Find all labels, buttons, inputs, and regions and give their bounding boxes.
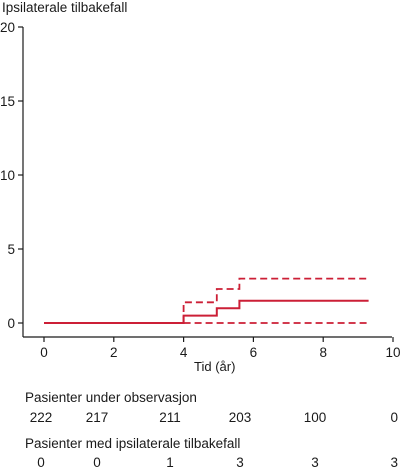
table-cell: 0 bbox=[37, 455, 45, 470]
estimate-line bbox=[44, 299, 369, 324]
table-cell: 1 bbox=[166, 455, 174, 470]
chart-series bbox=[44, 277, 369, 324]
x-tick-label: 10 bbox=[385, 345, 400, 360]
table-cell: 3 bbox=[311, 455, 319, 470]
x-axis-label: Tid (år) bbox=[194, 359, 236, 374]
table-cell: 0 bbox=[93, 455, 101, 470]
x-tick-label: 6 bbox=[250, 345, 258, 360]
table-cell: 203 bbox=[228, 410, 252, 425]
table-cell: 3 bbox=[390, 455, 398, 470]
y-axis-label: Ipsilaterale tilbakefall bbox=[2, 0, 128, 15]
y-tick-label: 0 bbox=[7, 316, 15, 331]
table-cell: 0 bbox=[390, 410, 398, 425]
upper-ci-line bbox=[182, 277, 369, 323]
chart-ticks: 0 5 10 15 20 0 2 4 6 8 10 bbox=[0, 20, 400, 360]
x-tick-label: 8 bbox=[319, 345, 327, 360]
observed-patients-title: Pasienter under observasjon bbox=[25, 390, 197, 405]
x-tick-label: 0 bbox=[40, 345, 48, 360]
y-tick-label: 5 bbox=[7, 242, 15, 257]
x-tick-label: 4 bbox=[180, 345, 188, 360]
table-cell: 3 bbox=[236, 455, 244, 470]
x-tick-label: 2 bbox=[110, 345, 118, 360]
y-tick-label: 20 bbox=[0, 20, 15, 35]
y-tick-label: 10 bbox=[0, 168, 15, 183]
table-cell: 100 bbox=[303, 410, 327, 425]
table-cell: 222 bbox=[29, 410, 53, 425]
table-cell: 211 bbox=[159, 410, 181, 425]
table-cell: 217 bbox=[85, 410, 109, 425]
y-tick-label: 15 bbox=[0, 94, 15, 109]
chart-axes bbox=[22, 27, 392, 338]
recurrence-patients-title: Pasienter med ipsilaterale tilbakefall bbox=[25, 436, 241, 451]
